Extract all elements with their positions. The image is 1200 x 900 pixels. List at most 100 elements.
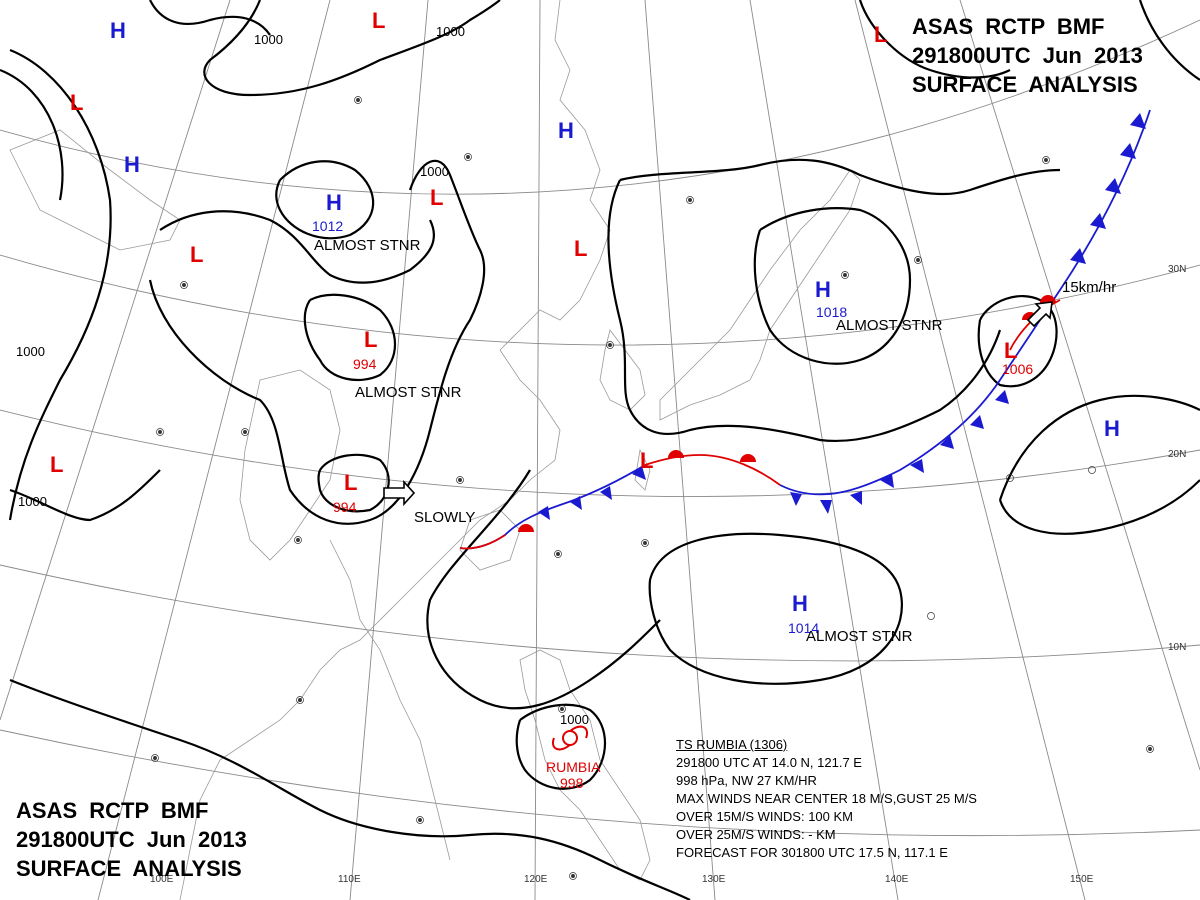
low-center-marker: L bbox=[344, 470, 357, 495]
system-motion-note: SLOWLY bbox=[414, 509, 475, 526]
isobar-label: 1000 bbox=[18, 494, 47, 509]
high-center-value: 1018 bbox=[816, 304, 847, 320]
philippines-coast bbox=[519, 649, 651, 881]
isobar-scs bbox=[426, 469, 661, 710]
low-center-value: 994 bbox=[353, 356, 377, 372]
system-motion-note: ALMOST STNR bbox=[355, 384, 462, 401]
isobar-rumbia-1000 bbox=[515, 703, 607, 790]
isobar-label: 1000 bbox=[254, 32, 283, 47]
parallel-30n bbox=[0, 254, 1200, 346]
isobar-north-small bbox=[149, 0, 271, 36]
low-center-marker: L bbox=[874, 22, 887, 47]
cold-front-pip bbox=[570, 496, 582, 510]
low-center-marker: L bbox=[430, 185, 443, 210]
title-line-2: 291800UTC Jun 2013 bbox=[16, 827, 247, 852]
china-coast bbox=[179, 0, 611, 900]
isobar-east-high-south bbox=[998, 479, 1200, 535]
isobar-label: 1000 bbox=[436, 24, 465, 39]
title-line-3: SURFACE ANALYSIS bbox=[16, 856, 242, 881]
meridian-130e bbox=[644, 0, 716, 900]
cold-front-pip bbox=[538, 506, 550, 520]
high-center-marker: H bbox=[558, 118, 574, 143]
cold-front-pip bbox=[850, 491, 862, 505]
storm-info-box: TS RUMBIA (1306) 291800 UTC AT 14.0 N, 1… bbox=[676, 736, 977, 862]
low-center-marker: L bbox=[574, 236, 587, 261]
isobar-southwest bbox=[9, 469, 161, 522]
warm-front-west bbox=[459, 534, 506, 550]
cold-front-pip bbox=[880, 474, 894, 488]
storm-forecast: FORECAST FOR 301800 UTC 17.5 N, 117.1 E bbox=[676, 845, 948, 860]
axis-label: 20N bbox=[1168, 449, 1186, 460]
low-center-marker: L bbox=[50, 452, 63, 477]
isobar-low-994-south bbox=[317, 453, 390, 513]
axis-labels: 110E 120E 130E 140E 150E 100E 30N 20N 10… bbox=[150, 264, 1186, 885]
system-motion-note: 15km/hr bbox=[1062, 279, 1116, 296]
motion-arrow-slowly bbox=[383, 479, 416, 507]
chart-title-bottom-left: ASAS RCTP BMF 291800UTC Jun 2013 SURFACE… bbox=[16, 796, 247, 883]
isobar-east-north bbox=[619, 158, 1061, 196]
high-center-value: 1012 bbox=[312, 218, 343, 234]
high-center-value: 1014 bbox=[788, 620, 819, 636]
isobar-low-1006 bbox=[977, 295, 1058, 388]
system-motion-note: ALMOST STNR bbox=[314, 237, 421, 254]
title-line-1: ASAS RCTP BMF bbox=[16, 798, 209, 823]
warm-front-pip bbox=[518, 524, 534, 532]
motion-arrow-1006 bbox=[1026, 301, 1053, 328]
cold-front-pip bbox=[632, 466, 646, 480]
parallel-20n bbox=[0, 409, 1200, 497]
cold-front-pip bbox=[820, 500, 832, 514]
isobar-northeast-1000 bbox=[858, 0, 1011, 79]
meridian-120e bbox=[534, 0, 541, 900]
axis-label: 140E bbox=[885, 874, 909, 885]
cold-front-pip bbox=[1130, 113, 1146, 129]
cold-front-pip bbox=[600, 486, 612, 500]
isobar-northwest bbox=[0, 68, 64, 201]
malay-coast bbox=[329, 539, 451, 861]
isobar-high-1014 bbox=[648, 532, 903, 685]
meridian-140e bbox=[749, 0, 899, 900]
storm-position: 291800 UTC AT 14.0 N, 121.7 E bbox=[676, 755, 862, 770]
storm-pressure-motion: 998 hPa, NW 27 KM/HR bbox=[676, 773, 817, 788]
axis-label: 30N bbox=[1168, 264, 1186, 275]
fronts bbox=[459, 109, 1151, 550]
isobar-mid-1000 bbox=[159, 210, 435, 284]
pressure-systems: H H H 1012 ALMOST STNR H H 1018 ALMOST S… bbox=[50, 8, 1120, 791]
isobar-central-994 bbox=[148, 159, 486, 525]
axis-label: 110E bbox=[338, 874, 361, 885]
storm-radius-25: OVER 25M/S WINDS: - KM bbox=[676, 827, 836, 842]
high-center-marker: H bbox=[124, 152, 140, 177]
isobar-high-1012 bbox=[275, 160, 375, 240]
isobar-far-northeast bbox=[1138, 0, 1200, 81]
inland-boundary-west bbox=[9, 129, 181, 251]
isobar-label: 1000 bbox=[560, 712, 589, 727]
motion-arrows bbox=[383, 301, 1053, 507]
meridian-150e bbox=[854, 0, 1086, 900]
isobar-labels: 1000 1000 1000 1000 1000 1000 bbox=[16, 24, 589, 727]
isobar-low-994 bbox=[303, 293, 397, 382]
axis-label: 130E bbox=[702, 874, 726, 885]
cold-front-pip bbox=[995, 390, 1009, 404]
storm-name-label: RUMBIA bbox=[546, 759, 601, 775]
low-center-marker: L bbox=[364, 327, 377, 352]
storm-max-winds: MAX WINDS NEAR CENTER 18 M/S,GUST 25 M/S bbox=[676, 791, 977, 806]
axis-label: 120E bbox=[524, 874, 548, 885]
meridian-160e bbox=[959, 0, 1200, 771]
low-center-marker: L bbox=[1004, 338, 1017, 363]
cold-front-pip bbox=[790, 492, 802, 506]
isobar-north-1000 bbox=[203, 0, 501, 97]
meridian-90e bbox=[0, 0, 231, 721]
isobar-label: 1000 bbox=[420, 164, 449, 179]
meridian-110e bbox=[349, 0, 429, 900]
cold-front-pip bbox=[940, 435, 954, 449]
system-motion-note: ALMOST STNR bbox=[836, 317, 943, 334]
cold-front-pip bbox=[1070, 248, 1086, 264]
japan-coast bbox=[659, 169, 861, 421]
cold-front-pip bbox=[970, 415, 984, 429]
high-center-marker: H bbox=[110, 18, 126, 43]
low-center-value: 1006 bbox=[1002, 361, 1033, 377]
indochina-coast bbox=[239, 369, 341, 561]
isobar-south bbox=[9, 678, 691, 900]
isobar-east-high bbox=[998, 394, 1200, 501]
